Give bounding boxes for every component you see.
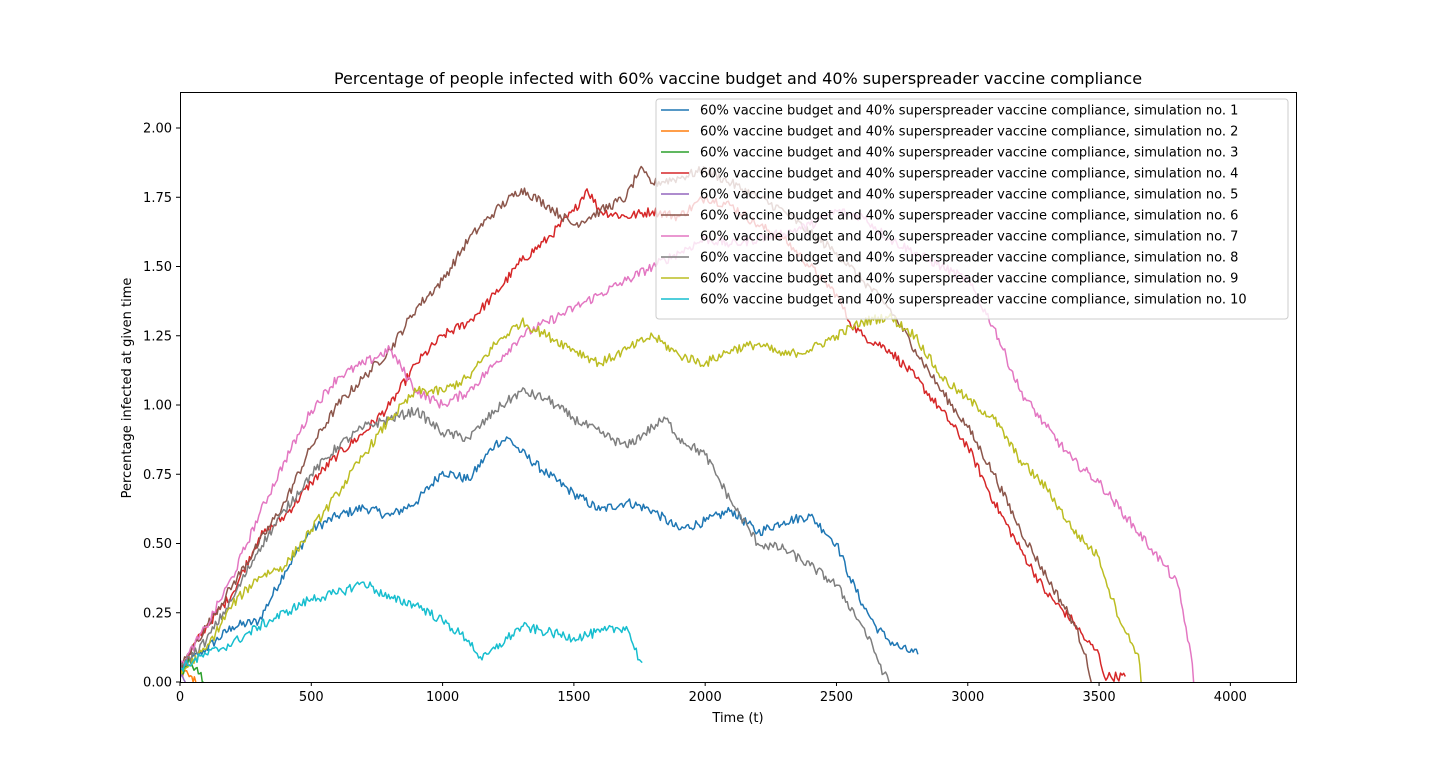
x-tick-label: 2000 — [689, 690, 722, 705]
y-tick-label: 0.75 — [143, 468, 172, 483]
legend-label: 60% vaccine budget and 40% superspreader… — [700, 293, 1247, 308]
legend-label: 60% vaccine budget and 40% superspreader… — [700, 209, 1238, 224]
legend-label: 60% vaccine budget and 40% superspreader… — [700, 167, 1238, 182]
x-tick-label: 500 — [299, 690, 324, 705]
y-tick-label: 0.00 — [143, 676, 172, 691]
x-tick-label: 3000 — [951, 690, 984, 705]
x-tick-label: 1500 — [557, 690, 590, 705]
series-line-6 — [180, 165, 1092, 682]
legend-label: 60% vaccine budget and 40% superspreader… — [700, 104, 1238, 119]
y-tick-label: 1.25 — [143, 329, 172, 344]
series-line-4 — [180, 188, 1126, 682]
series-line-1 — [180, 436, 919, 669]
legend-label: 60% vaccine budget and 40% superspreader… — [700, 272, 1238, 287]
legend-label: 60% vaccine budget and 40% superspreader… — [700, 230, 1238, 245]
plot-frame — [180, 92, 1297, 683]
y-tick-label: 0.25 — [143, 606, 172, 621]
y-axis-label: Percentage infected at given time — [120, 278, 135, 499]
y-tick-label: 1.75 — [143, 191, 172, 206]
legend-label: 60% vaccine budget and 40% superspreader… — [700, 188, 1238, 203]
chart-title: Percentage of people infected with 60% v… — [334, 69, 1142, 88]
legend-box — [655, 98, 1289, 320]
legend-label: 60% vaccine budget and 40% superspreader… — [700, 251, 1238, 266]
plot-lines — [180, 165, 1195, 682]
x-tick-label: 3500 — [1083, 690, 1116, 705]
legend-label: 60% vaccine budget and 40% superspreader… — [700, 146, 1238, 161]
y-axis: 0.00 0.25 0.50 0.75 1.00 1.25 1.50 1.75 2.00 — [143, 122, 180, 691]
y-tick-label: 0.50 — [143, 537, 172, 552]
y-tick-label: 1.00 — [143, 399, 172, 414]
x-tick-label: 2500 — [820, 690, 853, 705]
y-tick-label: 2.00 — [143, 122, 172, 137]
x-axis-label: Time (t) — [711, 711, 763, 726]
legend-label: 60% vaccine budget and 40% superspreader… — [700, 125, 1238, 140]
legend: 60% vaccine budget and 40% superspreader… — [655, 98, 1289, 320]
x-tick-label: 1000 — [426, 690, 459, 705]
x-axis: 0 500 1000 1500 2000 2500 3000 3500 4000 — [176, 682, 1247, 705]
y-tick-label: 1.50 — [143, 260, 172, 275]
series-line-10 — [180, 581, 643, 672]
series-line-8 — [180, 387, 890, 682]
x-tick-label: 4000 — [1214, 690, 1247, 705]
x-tick-label: 0 — [176, 690, 184, 705]
series-line-9 — [180, 312, 1142, 682]
